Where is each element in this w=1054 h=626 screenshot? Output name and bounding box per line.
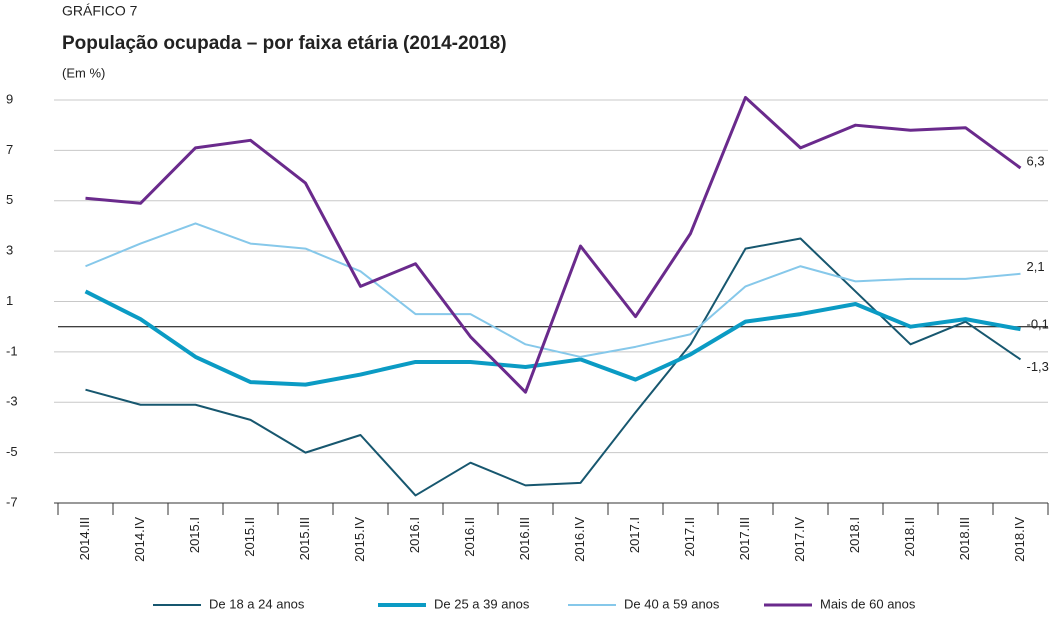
legend-label: De 18 a 24 anos bbox=[209, 596, 305, 611]
value-label: 2,1 bbox=[1027, 259, 1045, 274]
x-tick-label: 2015.I bbox=[187, 517, 202, 553]
chart-supertitle: GRÁFICO 7 bbox=[62, 3, 138, 19]
y-tick-label: -7 bbox=[6, 494, 18, 509]
x-tick-label: 2014.III bbox=[77, 517, 92, 560]
value-label: -0,1 bbox=[1027, 317, 1049, 332]
x-tick-label: 2018.III bbox=[957, 517, 972, 560]
x-tick-label: 2017.III bbox=[737, 517, 752, 560]
legend-label: De 40 a 59 anos bbox=[624, 596, 720, 611]
legend-label: De 25 a 39 anos bbox=[434, 596, 530, 611]
y-tick-label: 1 bbox=[6, 293, 13, 308]
x-tick-label: 2016.II bbox=[462, 517, 477, 557]
x-tick-label: 2017.I bbox=[627, 517, 642, 553]
x-tick-label: 2016.I bbox=[407, 517, 422, 553]
y-tick-label: 3 bbox=[6, 243, 13, 258]
legend-item: De 40 a 59 anos bbox=[568, 596, 720, 611]
y-tick-label: -3 bbox=[6, 394, 18, 409]
series-line bbox=[85, 237, 1022, 497]
y-tick-label: 7 bbox=[6, 142, 13, 157]
x-tick-label: 2014.IV bbox=[132, 517, 147, 562]
chart-title: População ocupada – por faixa etária (20… bbox=[62, 33, 507, 54]
x-tick-label: 2017.II bbox=[682, 517, 697, 557]
x-tick-label: 2018.I bbox=[847, 517, 862, 553]
x-tick-label: 2016.IV bbox=[572, 517, 587, 562]
legend-item: De 25 a 39 anos bbox=[378, 596, 530, 611]
x-tick-label: 2016.III bbox=[517, 517, 532, 560]
x-tick-label: 2017.IV bbox=[792, 517, 807, 562]
x-tick-label: 2018.IV bbox=[1012, 517, 1027, 562]
x-tick-label: 2018.II bbox=[902, 517, 917, 557]
chart-subtitle: (Em %) bbox=[62, 65, 105, 80]
value-label: 6,3 bbox=[1027, 153, 1045, 168]
y-tick-label: -1 bbox=[6, 343, 18, 358]
series-line bbox=[85, 222, 1021, 358]
y-tick-label: 9 bbox=[6, 91, 13, 106]
y-tick-label: 5 bbox=[6, 192, 13, 207]
legend-label: Mais de 60 anos bbox=[820, 596, 916, 611]
series-line bbox=[84, 289, 1021, 387]
value-label: -1,3 bbox=[1027, 359, 1049, 374]
y-tick-label: -5 bbox=[6, 444, 18, 459]
legend-item: Mais de 60 anos bbox=[764, 596, 916, 611]
x-tick-label: 2015.II bbox=[242, 517, 257, 557]
series-line bbox=[85, 95, 1022, 394]
x-tick-label: 2015.III bbox=[297, 517, 312, 560]
x-tick-label: 2015.IV bbox=[352, 517, 367, 562]
legend-item: De 18 a 24 anos bbox=[153, 596, 305, 611]
